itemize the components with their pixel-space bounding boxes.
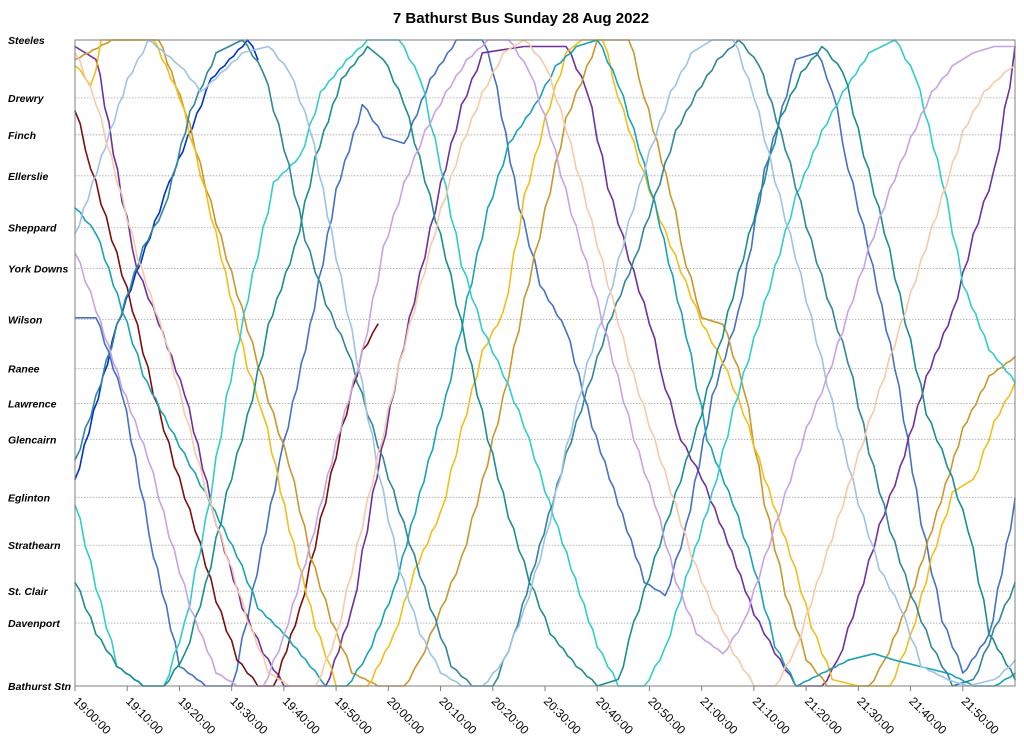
trip-line [74, 39, 1016, 687]
stop-label: Lawrence [8, 398, 57, 410]
x-tick-label: 19:10:00 [123, 694, 166, 737]
x-tick-label: 20:10:00 [436, 694, 479, 737]
x-tick-label: 19:40:00 [280, 694, 323, 737]
stop-label: Eglinton [8, 492, 50, 504]
stop-labels: Steeles Drewry Finch Ellerslie Sheppard York … [8, 35, 71, 693]
trip-line [74, 39, 1016, 687]
stop-label: Finch [8, 130, 36, 142]
trip-line [74, 39, 1016, 687]
stop-label: Drewry [8, 93, 45, 105]
stop-label: Strathearn [8, 540, 61, 552]
x-tick-label: 19:20:00 [175, 694, 218, 737]
trip-line [74, 39, 1016, 687]
stop-label: Wilson [8, 315, 42, 327]
x-tick-label: 20:20:00 [489, 694, 532, 737]
stop-label: Steeles [8, 35, 45, 47]
x-tick-label: 21:30:00 [854, 694, 897, 737]
x-tick-label: 19:30:00 [228, 694, 271, 737]
stop-label: York Downs [8, 264, 68, 276]
x-tick-label: 20:40:00 [593, 694, 636, 737]
trip-line [74, 39, 1016, 687]
trip-line [74, 110, 379, 687]
x-tick-label: 21:40:00 [906, 694, 949, 737]
x-tick-label: 21:50:00 [959, 694, 1002, 737]
stop-label: Davenport [8, 618, 60, 630]
series-layer [74, 39, 1016, 687]
stop-label: St. Clair [8, 586, 49, 598]
trip-line [74, 45, 1016, 687]
trip-line [74, 39, 1016, 687]
stop-label: Ranee [8, 363, 40, 375]
plot-frame [74, 39, 1016, 687]
x-tick-label: 20:00:00 [384, 694, 427, 737]
x-tick-label: 19:00:00 [71, 694, 114, 737]
x-tick-label: 20:50:00 [645, 694, 688, 737]
stop-label: Ellerslie [8, 171, 48, 183]
x-tick-label: 21:20:00 [802, 694, 845, 737]
chart-title: 7 Bathurst Bus Sunday 28 Aug 2022 [393, 10, 649, 27]
trip-line [74, 39, 1016, 687]
x-tick-label: 21:10:00 [750, 694, 793, 737]
trip-line [74, 45, 1016, 687]
stop-label: Glencairn [8, 434, 56, 446]
time-axis: 19:00:00 19:10:00 19:20:00 19:30:00 19:40:00… [71, 686, 1002, 737]
trip-line [74, 39, 1016, 687]
trip-line [74, 39, 1016, 687]
stop-label: Sheppard [8, 223, 57, 235]
x-tick-label: 19:50:00 [332, 694, 375, 737]
trip-line [74, 39, 259, 481]
x-tick-label: 20:30:00 [541, 694, 584, 737]
stop-label: Bathurst Stn [8, 681, 71, 693]
x-tick-label: 21:00:00 [698, 694, 741, 737]
grid-layer [75, 97, 1015, 624]
